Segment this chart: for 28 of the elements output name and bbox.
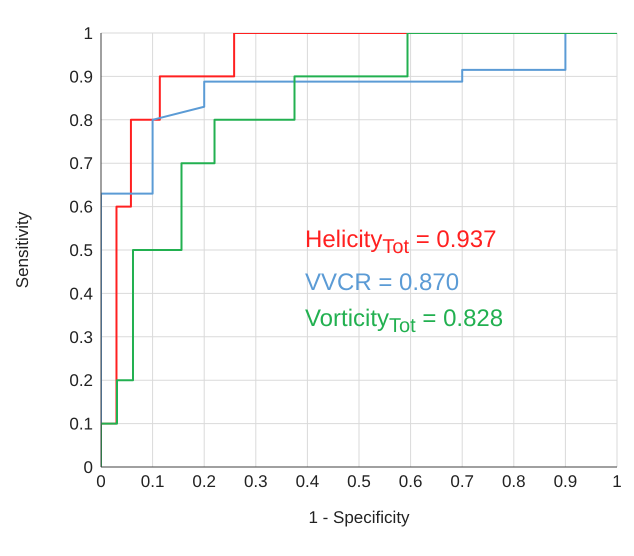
line-series (101, 33, 617, 467)
y-tick-label: 0.2 (69, 371, 93, 390)
y-tick-label: 0.5 (69, 241, 93, 260)
x-tick-label: 1 (612, 472, 622, 492)
y-tick-label: 0.1 (69, 414, 93, 434)
y-tick-label: 0.4 (69, 284, 93, 304)
y-tick-label: 1 (84, 24, 93, 44)
x-tick-label: 0.2 (192, 472, 216, 492)
y-axis-title: Sensitivity (13, 211, 32, 288)
text: Vorticity$_{Tot}$ = 0.828 (305, 304, 504, 339)
y-tick-label: 0.6 (69, 198, 93, 217)
text: VVCR = 0.870 (305, 268, 460, 298)
y-tick-label: 0.7 (69, 154, 93, 174)
y-tick-label: 0.3 (69, 328, 93, 347)
x-tick-label: 0.4 (296, 472, 320, 492)
x-tick-label: 0.3 (244, 472, 268, 492)
x-tick-label: 0.1 (140, 472, 164, 492)
x-tick-label: 0.9 (554, 472, 578, 492)
y-tick-label: 0 (84, 458, 93, 478)
text: Helicity$_{Tot}$ = 0.937 (305, 225, 498, 260)
x-tick-label: 0.7 (450, 472, 474, 492)
y-tick-label: 0.9 (69, 67, 93, 86)
y-tick-label: 0.8 (69, 110, 93, 130)
x-tick-label: 0.6 (398, 472, 422, 492)
x-axis-title: 1 - Specificity (308, 508, 410, 527)
x-tick-label: 0 (96, 472, 106, 492)
x-tick-label: 0.5 (347, 472, 371, 492)
x-tick-label: 0.8 (502, 472, 526, 492)
